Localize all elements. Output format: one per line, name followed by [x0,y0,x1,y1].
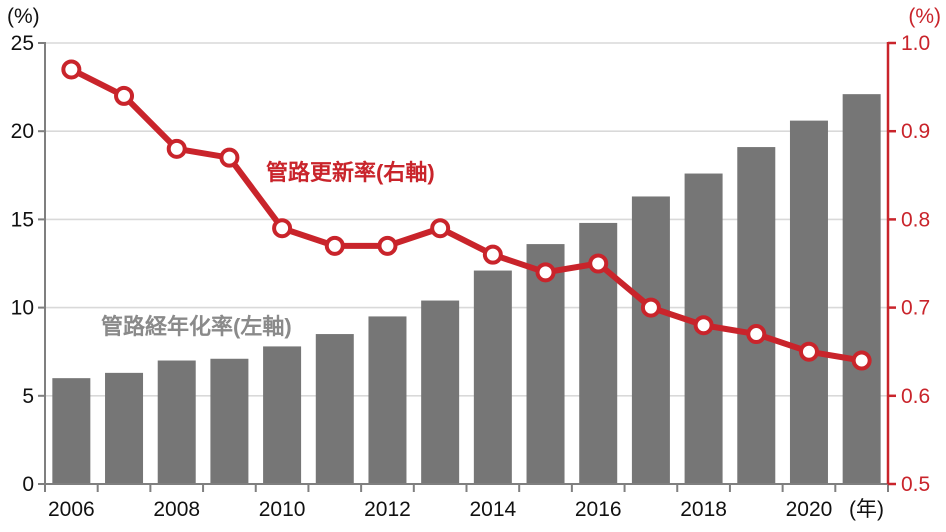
bar-series-label: 管路経年化率(左軸) [101,314,292,339]
right-axis-tick-label: 0.7 [901,297,930,320]
x-axis-label: 2014 [469,498,516,521]
right-axis-tick-label: 0.6 [901,385,930,408]
bar-2015 [526,244,565,484]
bar-2010 [263,346,302,484]
left-axis-tick-label: 15 [11,208,34,231]
x-axis-label: 2018 [680,498,727,521]
line-marker-2010 [272,218,293,239]
right-axis-tick-label: 0.9 [901,120,930,143]
left-axis-tick-label: 20 [11,120,34,143]
line-marker-2016 [588,253,609,274]
line-marker-2009 [219,147,240,168]
x-axis-label: 2010 [259,498,306,521]
bar-2019 [737,147,776,485]
x-axis-label: 2012 [364,498,411,521]
line-marker-2012 [377,235,398,256]
bar-2014 [473,270,512,484]
line-marker-2015 [535,262,556,283]
right-axis-tick-label: 0.8 [901,208,930,231]
line-marker-2017 [640,297,661,318]
bar-2006 [52,378,91,484]
x-axis-label: 2008 [153,498,200,521]
left-axis-tick-label: 10 [11,297,34,320]
line-series [68,66,865,364]
bar-2021 [842,94,881,484]
right-axis-tick-label: 1.0 [901,32,930,55]
line-marker-2007 [114,85,135,106]
left-axis-tick-label: 0 [22,473,34,496]
line-marker-2006 [61,59,82,80]
line-marker-2019 [746,324,767,345]
x-axis-label: 2016 [575,498,622,521]
bar-2008 [157,360,196,484]
x-axis-label: 2020 [786,498,833,521]
left-axis-unit-label: (%) [7,5,40,28]
line-marker-2011 [324,235,345,256]
right-axis-tick-label: 0.5 [901,473,930,496]
line-marker-2021 [851,350,872,371]
x-axis-unit-label: (年) [849,498,884,521]
right-axis-unit-label: (%) [908,5,941,28]
bar-2011 [315,334,354,484]
bar-2007 [105,372,144,484]
bar-2013 [421,300,460,484]
line-series-label: 管路更新率(右軸) [266,160,435,185]
line-marker-2014 [482,244,503,265]
bar-2020 [789,120,828,484]
line-marker-2008 [166,138,187,159]
line-marker-2020 [798,341,819,362]
line-marker-2013 [430,218,451,239]
left-axis-tick-label: 5 [22,385,34,408]
bar-2017 [631,196,670,484]
bar-2009 [210,358,249,484]
line-marker-2018 [693,315,714,336]
x-axis-label: 2006 [48,498,95,521]
bar-2012 [368,316,407,484]
left-axis-tick-label: 25 [11,32,34,55]
